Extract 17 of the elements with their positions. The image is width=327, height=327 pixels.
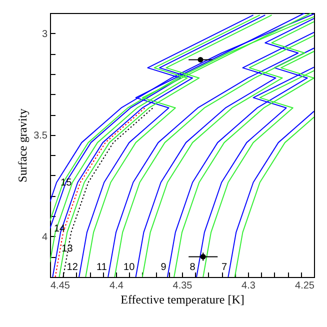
annotation: 12 xyxy=(66,262,78,273)
x-axis-title: Effective temperature [K] xyxy=(120,292,244,306)
y-tick-label: 4 xyxy=(42,232,48,243)
annotation: 7 xyxy=(221,262,228,273)
y-axis-title: Surface gravity xyxy=(16,108,30,182)
line-series xyxy=(54,107,146,277)
x-tick-label: 4.3 xyxy=(242,280,256,292)
annotation: 9 xyxy=(160,262,167,273)
annotation: 10 xyxy=(124,262,136,273)
y-tick-label: 3.5 xyxy=(34,130,48,142)
annotation: 8 xyxy=(190,262,196,273)
x-tick-label: 4.45 xyxy=(50,280,70,292)
y-tick-label: 3 xyxy=(42,28,48,40)
x-tick-label: 4.4 xyxy=(110,280,124,292)
x-tick-label: 4.35 xyxy=(172,280,193,292)
annotation: 11 xyxy=(96,262,108,273)
x-tick-label: 4.25 xyxy=(295,280,315,292)
